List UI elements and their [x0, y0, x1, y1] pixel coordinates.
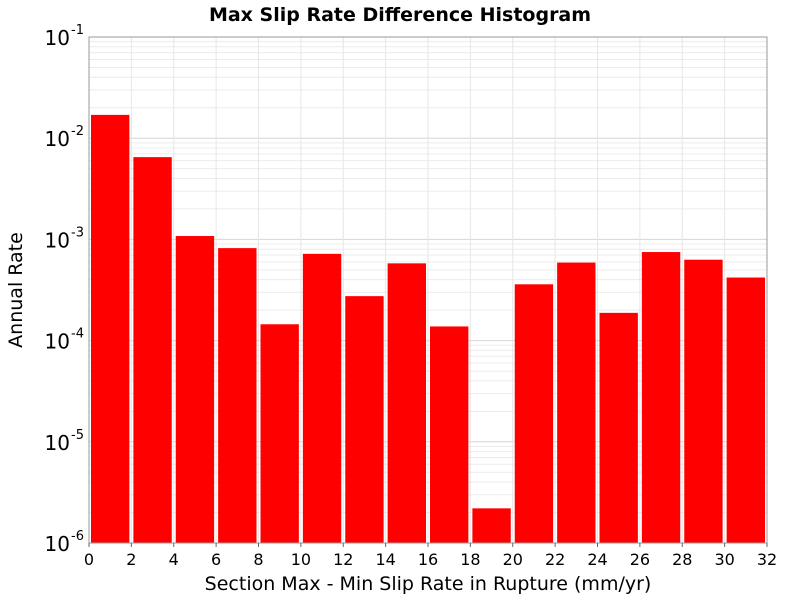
y-tick-labels: 10-610-510-410-310-210-1	[45, 23, 84, 556]
x-axis-label: Section Max - Min Slip Rate in Rupture (…	[205, 573, 652, 595]
x-tick-label: 24	[587, 550, 607, 569]
histogram-bar	[514, 284, 554, 543]
y-tick-label: 10 -4	[45, 327, 84, 354]
histogram-bar	[133, 157, 172, 543]
histogram-bar	[430, 326, 469, 543]
histogram-bar	[387, 263, 426, 543]
x-tick-label: 12	[333, 550, 353, 569]
y-tick-base: 10	[45, 127, 70, 151]
histogram-bar	[218, 248, 257, 543]
x-tick-labels: 0 2 4 6 8 10 12 14 16 18 20 22 24 26 28 30 32	[84, 543, 777, 569]
x-tick-label: 8	[253, 550, 263, 569]
y-tick-exponent: -5	[71, 428, 84, 443]
histogram-bar	[641, 252, 681, 543]
histogram-bar	[345, 296, 384, 543]
histogram-bar	[557, 262, 596, 543]
y-tick-base: 10	[45, 532, 70, 556]
y-tick-exponent: -3	[71, 225, 84, 240]
y-tick-label: 10 -6	[45, 529, 84, 556]
x-tick-label: 20	[503, 550, 523, 569]
histogram-bar	[684, 259, 723, 543]
chart-title: Max Slip Rate Difference Histogram	[209, 4, 591, 26]
x-tick-label: 28	[672, 550, 692, 569]
y-tick-exponent: -2	[71, 124, 84, 139]
x-tick-label: 22	[545, 550, 565, 569]
x-tick-label: 16	[418, 550, 438, 569]
bars	[91, 114, 765, 543]
y-tick-exponent: -4	[71, 327, 84, 342]
histogram-bar	[175, 236, 215, 543]
histogram-bar	[302, 253, 342, 543]
y-tick-label: 10 -2	[45, 124, 84, 151]
x-tick-label: 14	[375, 550, 395, 569]
x-tick-label: 26	[630, 550, 650, 569]
x-tick-label: 10	[291, 550, 311, 569]
y-tick-base: 10	[45, 26, 70, 50]
x-tick-label: 18	[460, 550, 480, 569]
y-tick-label: 10 -1	[45, 23, 84, 50]
x-tick-label: 6	[211, 550, 221, 569]
y-tick-base: 10	[45, 330, 70, 354]
histogram-bar	[260, 324, 299, 543]
histogram-bar	[599, 312, 638, 543]
y-axis-label: Annual Rate	[5, 232, 27, 348]
x-tick-label: 32	[757, 550, 777, 569]
y-tick-label: 10 -3	[45, 225, 84, 252]
y-tick-label: 10 -5	[45, 428, 84, 455]
histogram-bar	[726, 277, 765, 543]
x-tick-label: 0	[84, 550, 94, 569]
y-tick-base: 10	[45, 431, 70, 455]
histogram-bar	[472, 508, 511, 543]
x-tick-label: 4	[169, 550, 179, 569]
x-tick-label: 30	[714, 550, 734, 569]
histogram-bar	[91, 114, 130, 543]
x-tick-label: 2	[126, 550, 136, 569]
y-tick-exponent: -6	[71, 529, 84, 544]
y-tick-exponent: -1	[71, 23, 84, 38]
y-tick-base: 10	[45, 228, 70, 252]
